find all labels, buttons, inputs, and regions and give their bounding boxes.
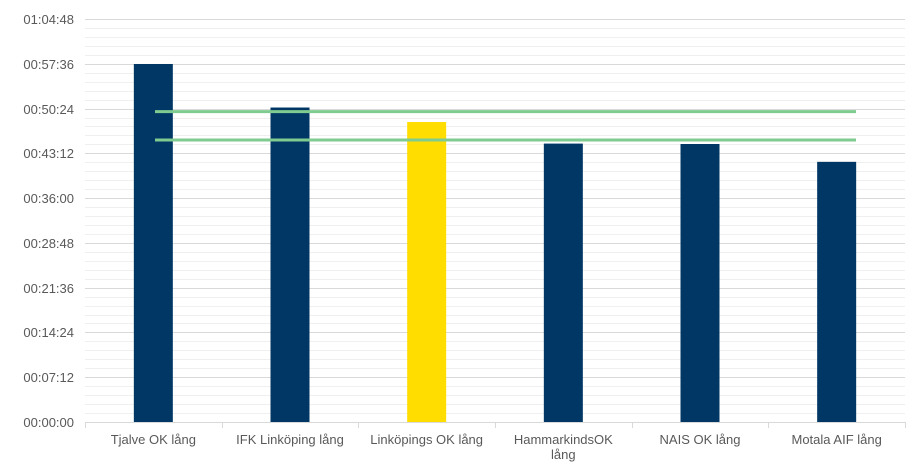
y-tick-label: 00:57:36 <box>23 57 74 72</box>
y-tick-label: 00:36:00 <box>23 191 74 206</box>
bar <box>817 161 857 422</box>
minor-gridlines <box>85 28 905 414</box>
bar <box>133 63 173 423</box>
bar <box>270 107 310 422</box>
x-tick-label: Motala AIF lång <box>792 432 882 447</box>
y-tick-label: 01:04:48 <box>23 12 74 27</box>
x-tick-label: IFK Linköping lång <box>236 432 344 447</box>
y-tick-label: 00:14:24 <box>23 325 74 340</box>
x-tick-label: HammarkindsOK lång <box>514 432 613 462</box>
y-tick-label: 00:07:12 <box>23 370 74 385</box>
reference-lines <box>155 110 856 142</box>
y-tick-label: 00:28:48 <box>23 236 74 251</box>
y-tick-label: 00:21:36 <box>23 281 74 296</box>
bar <box>543 143 583 422</box>
x-tick-label: Tjalve OK lång <box>111 432 196 447</box>
x-tick-label: Linköpings OK lång <box>370 432 483 447</box>
bar <box>680 144 720 422</box>
y-tick-label: 00:43:12 <box>23 146 74 161</box>
y-tick-label: 00:50:24 <box>23 102 74 117</box>
x-tick-label: NAIS OK lång <box>660 432 741 447</box>
bar <box>407 122 447 423</box>
x-axis-category-labels: Tjalve OK lång IFK Linköping lång Linköpin… <box>111 432 882 462</box>
y-axis-tick-labels: 00:00:00 00:07:12 00:14:24 00:21:36 00:28:48… <box>23 12 74 430</box>
y-tick-label: 00:00:00 <box>23 415 74 430</box>
bars <box>133 63 857 423</box>
x-axis <box>85 422 906 428</box>
major-gridlines <box>85 19 905 378</box>
